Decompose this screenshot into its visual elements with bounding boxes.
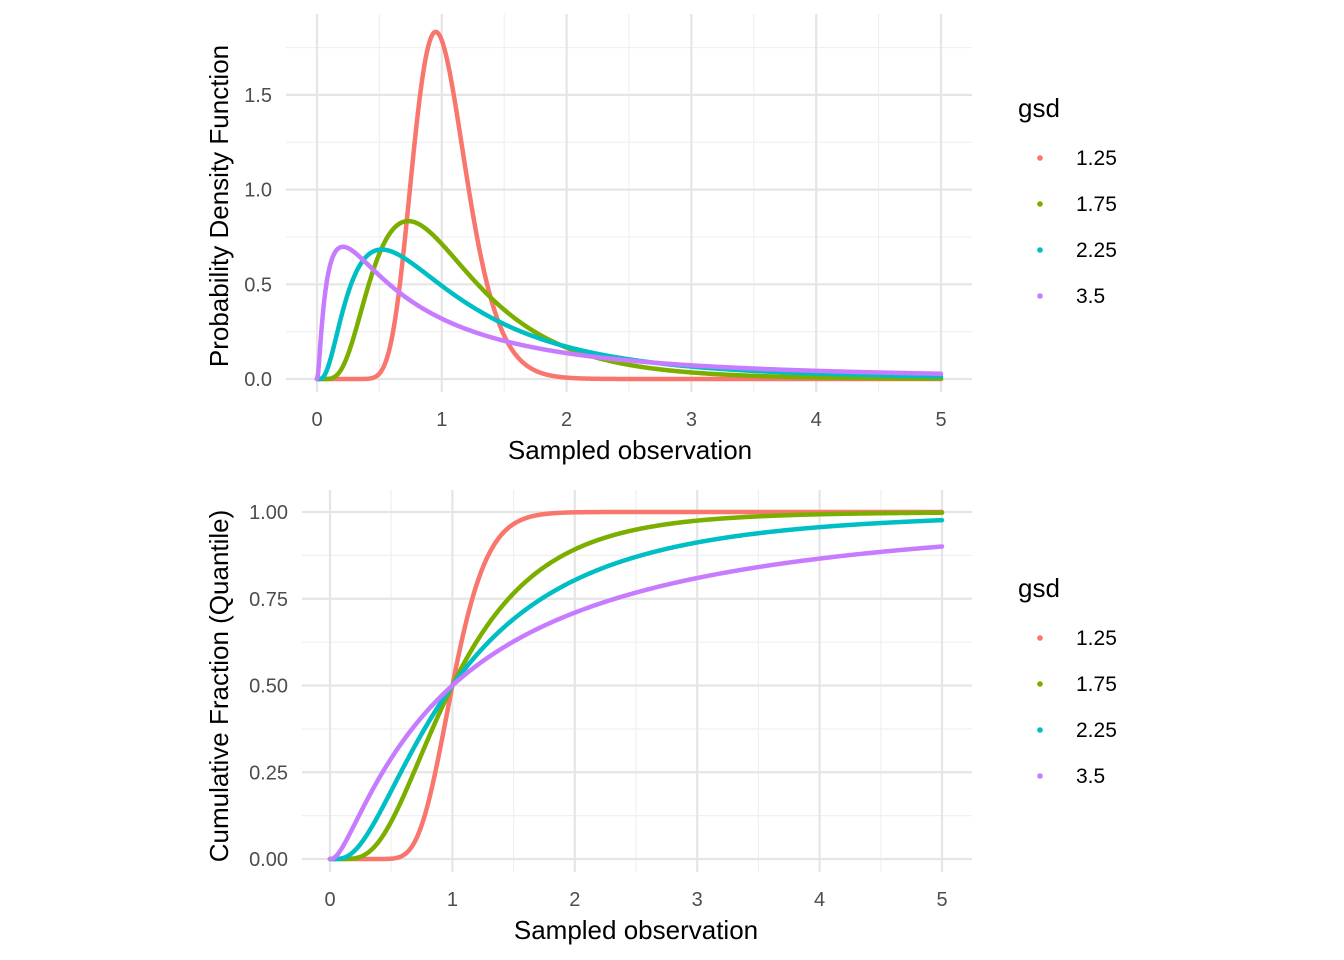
cdf-x-tick-label: 5 (936, 889, 947, 911)
pdf-y-tick-label: 0.5 (244, 274, 272, 296)
cdf-y-tick-label: 0.75 (249, 589, 288, 611)
cdf-legend-key (1037, 773, 1043, 779)
cdf-series-line-3-5 (327, 544, 945, 862)
cdf-x-tick-label: 2 (569, 889, 580, 911)
cdf-y-tick-label: 1.00 (249, 502, 288, 524)
cdf-x-axis-title: Sampled observation (514, 915, 758, 945)
pdf-y-axis-title: Probability Density Function (204, 45, 234, 367)
pdf-x-tick-label: 2 (561, 409, 572, 431)
cdf-x-tick-label: 1 (447, 889, 458, 911)
cdf-legend: gsd 1.25 1.75 2.25 3.5 (1018, 573, 1117, 788)
pdf-series-line-3-5 (314, 244, 944, 382)
pdf-x-tick-label: 5 (935, 409, 946, 431)
cdf-legend-key (1037, 727, 1043, 733)
pdf-legend-key (1037, 201, 1043, 207)
cdf-y-tick-label: 0.00 (249, 849, 288, 871)
cdf-y-tick-labels: 0.00 0.25 0.50 0.75 1.00 (249, 502, 288, 871)
cdf-x-tick-label: 4 (814, 889, 825, 911)
cdf-legend-label: 1.25 (1076, 627, 1117, 650)
pdf-legend: gsd 1.25 1.75 2.25 3.5 (1018, 93, 1117, 308)
pdf-legend-key (1037, 293, 1043, 299)
pdf-legend-title: gsd (1018, 93, 1060, 123)
cdf-legend-label: 1.75 (1076, 673, 1117, 696)
pdf-x-axis-title: Sampled observation (508, 435, 752, 465)
pdf-legend-label: 1.75 (1076, 193, 1117, 216)
cdf-panel: 0 1 2 3 4 5 0.00 0.25 0.50 0.75 1.00 Sampled obse… (204, 490, 1117, 945)
pdf-legend-label: 1.25 (1076, 147, 1117, 170)
cdf-x-tick-label: 3 (692, 889, 703, 911)
cdf-y-tick-label: 0.50 (249, 676, 288, 698)
pdf-x-tick-label: 1 (436, 409, 447, 431)
cdf-series-line-1-75 (327, 510, 945, 862)
pdf-y-tick-label: 1.5 (244, 85, 272, 107)
pdf-grid (286, 14, 972, 392)
pdf-legend-label: 3.5 (1076, 285, 1105, 308)
cdf-legend-label: 3.5 (1076, 765, 1105, 788)
pdf-x-tick-labels: 0 1 2 3 4 5 (311, 409, 946, 431)
pdf-x-tick-label: 0 (311, 409, 322, 431)
pdf-legend-label: 2.25 (1076, 239, 1117, 262)
cdf-legend-key (1037, 681, 1043, 687)
cdf-grid (302, 490, 972, 872)
cdf-y-axis-title: Cumulative Fraction (Quantile) (204, 510, 234, 863)
pdf-series-group (314, 29, 944, 382)
cdf-y-tick-label: 0.25 (249, 762, 288, 784)
pdf-y-tick-label: 0.0 (244, 369, 272, 391)
pdf-x-tick-label: 3 (686, 409, 697, 431)
cdf-legend-label: 2.25 (1076, 719, 1117, 742)
pdf-series-line-1-75 (314, 218, 944, 382)
cdf-series-group (327, 509, 945, 862)
pdf-legend-key (1037, 155, 1043, 161)
cdf-series-line-2-25 (327, 517, 945, 862)
cdf-legend-key (1037, 635, 1043, 641)
pdf-legend-key (1037, 247, 1043, 253)
pdf-x-tick-label: 4 (811, 409, 822, 431)
cdf-x-tick-labels: 0 1 2 3 4 5 (324, 889, 947, 911)
pdf-y-tick-label: 1.0 (244, 180, 272, 202)
cdf-x-tick-label: 0 (324, 889, 335, 911)
pdf-y-tick-labels: 0.0 0.5 1.0 1.5 (244, 85, 272, 391)
cdf-legend-title: gsd (1018, 573, 1060, 603)
